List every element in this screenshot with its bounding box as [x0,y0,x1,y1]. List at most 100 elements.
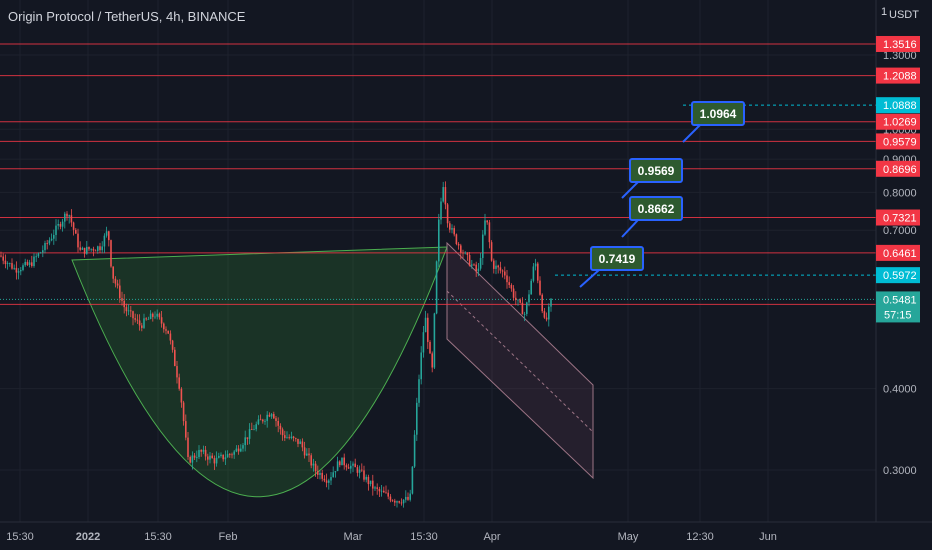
candle-body [387,492,389,497]
candle-body [33,256,35,267]
candle-body [292,436,295,439]
candle-body [468,254,471,266]
candle-body [479,257,482,269]
candle-body [92,248,95,251]
price-tag-box [876,133,920,150]
price-tag-box [876,267,920,284]
candle-body [61,221,64,227]
candle-body [312,463,315,466]
candle-body [354,463,356,468]
dotted-level-tag: 0.5972 [876,267,920,284]
candle-body [433,313,436,368]
channel-midline [446,290,594,433]
candle-body [339,461,341,466]
price-tag-box [876,160,920,177]
candle-body [196,457,198,458]
price-axis[interactable]: 0.30000.40000.70000.80000.90001.00001.30… [875,0,932,550]
candle-body [187,437,189,457]
candle-body [277,420,279,426]
candle-body [541,294,543,312]
candle-body [57,223,59,226]
candle-body [409,493,411,500]
candle-body [301,441,304,448]
candle-body [334,471,337,473]
candle-body [257,419,260,425]
candle-body [330,477,332,481]
candle-body [321,472,323,479]
candle-body [268,414,271,417]
candle-body [20,270,22,272]
time-axis[interactable]: 15:30 2022 15:30 Feb Mar 15:30 Apr May 12:30 Jun [0,521,932,550]
candle-body [317,471,319,475]
candle-body [259,419,262,421]
candle-body [352,463,354,466]
candle-body [453,228,455,235]
candle-body [376,487,378,489]
candle-body [127,310,130,312]
callout-pointer [682,124,701,143]
chart-title: Origin Protocol / TetherUS, 4h, BINANCE [8,9,246,24]
candle-body [202,449,205,452]
candle-body [455,234,458,245]
candles [0,181,552,508]
candle-body [521,302,524,315]
candle-body [466,252,469,255]
level-tag: 0.6461 [876,244,920,261]
time-tick-label: 15:30 [144,531,172,543]
candle-body [449,223,451,230]
candle-body [160,317,163,324]
target-callout-0-8662: 0.8662 [621,196,683,238]
candle-body [464,252,466,254]
candle-body [262,419,264,422]
callout-label: 0.7419 [599,252,636,266]
candle-body [44,243,46,251]
candle-body [75,229,77,234]
candle-body [66,213,68,217]
candle-body [286,437,288,439]
candle-body [235,448,238,452]
candle-body [350,465,352,469]
candle-body [273,414,275,419]
time-tick-label: May [618,531,639,543]
candle-body [70,215,73,223]
candle-body [248,429,251,439]
candle-body [270,414,273,417]
candle-body [389,496,392,501]
candle-body [372,480,374,489]
candle-body [539,280,541,295]
candle-body [242,445,244,449]
candle-body [11,263,13,269]
price-tag-box [876,113,920,130]
candle-body [391,500,394,502]
candle-body [152,313,154,317]
candle-body [141,325,143,328]
candle-body [358,469,361,473]
candle-body [495,265,497,269]
candle-body [55,225,57,235]
candle-body [90,248,92,250]
price-tag-label: 0.6461 [883,248,917,260]
callout-box [629,196,683,221]
candle-body [308,453,310,456]
candle-body [246,437,249,439]
level-tag: 1.0269 [876,113,920,130]
price-tag-label: 1.0888 [883,100,917,112]
candle-body [446,204,449,224]
level-tag: 1.2088 [876,67,920,84]
level-tag: 0.8696 [876,160,920,177]
candle-body [130,310,132,312]
candle-body [149,313,152,319]
candle-body [26,261,29,265]
candle-body [402,499,405,504]
candle-body [116,283,119,286]
candle-body [220,454,222,456]
candle-body [515,297,517,300]
candle-body [163,323,165,330]
candle-body [288,437,290,439]
candle-body [189,456,191,463]
candle-body [369,480,372,485]
candle-body [482,234,484,258]
candle-body [2,256,4,261]
candle-body [147,318,150,320]
